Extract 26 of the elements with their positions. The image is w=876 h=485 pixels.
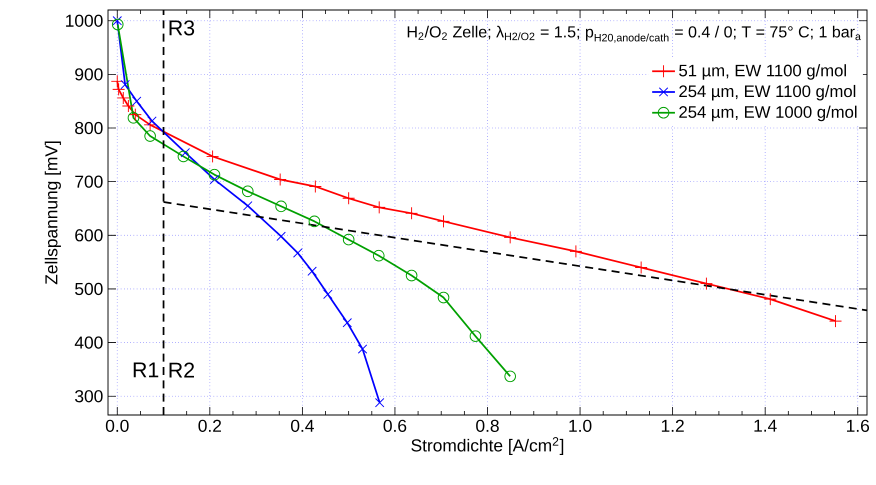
x-tick-label: 1.0 — [569, 420, 592, 432]
y-tick-label: 400 — [74, 336, 103, 349]
x-tick-label: 1.2 — [662, 420, 684, 432]
x-tick-label: 0.0 — [106, 420, 129, 432]
legend-label: 51 µm, EW 1100 g/mol — [679, 64, 846, 80]
y-tick-label: 700 — [75, 176, 103, 188]
y-tick-label: 800 — [75, 122, 103, 134]
text: $\text{H}_{\text{2}}\text{/O}_{\text{2}}\text{ Zelle; λ}_{\text{H2/O2}}\text{ = 1.5; p}_{\text{H20,anode/cath}}\text{ = 0.4 / 0; T = 75° C; 1 bar}_{\text{a}}$ — [408, 26, 861, 43]
legend-label: 254 µm, EW 1100 g/mol — [679, 84, 856, 100]
annotation: R1 — [134, 362, 158, 378]
x-tick-label: 1.6 — [847, 420, 870, 432]
annotation: R3 — [170, 20, 194, 36]
y-tick-label: 1000 — [66, 14, 103, 27]
x-tick-label: 1.4 — [754, 420, 777, 432]
annotation: R2 — [170, 362, 194, 378]
x-tick-label: 0.6 — [384, 420, 406, 432]
y-tick-label: 600 — [75, 229, 103, 242]
x-tick-label: 0.2 — [198, 420, 221, 432]
x-tick-label: 0.4 — [291, 420, 314, 432]
x-axis-title: Stromdichte [A/cm$^{2}$] — [411, 437, 564, 455]
legend-label: 254 µm, EW 1000 g/mol — [679, 106, 856, 122]
y-tick-label: 500 — [75, 282, 103, 296]
y-axis-title: Zellspannung [mV] — [44, 142, 61, 284]
x-tick-label: 0.8 — [476, 420, 499, 432]
y-tick-label: 300 — [75, 390, 103, 402]
y-tick-label: 900 — [75, 68, 103, 80]
